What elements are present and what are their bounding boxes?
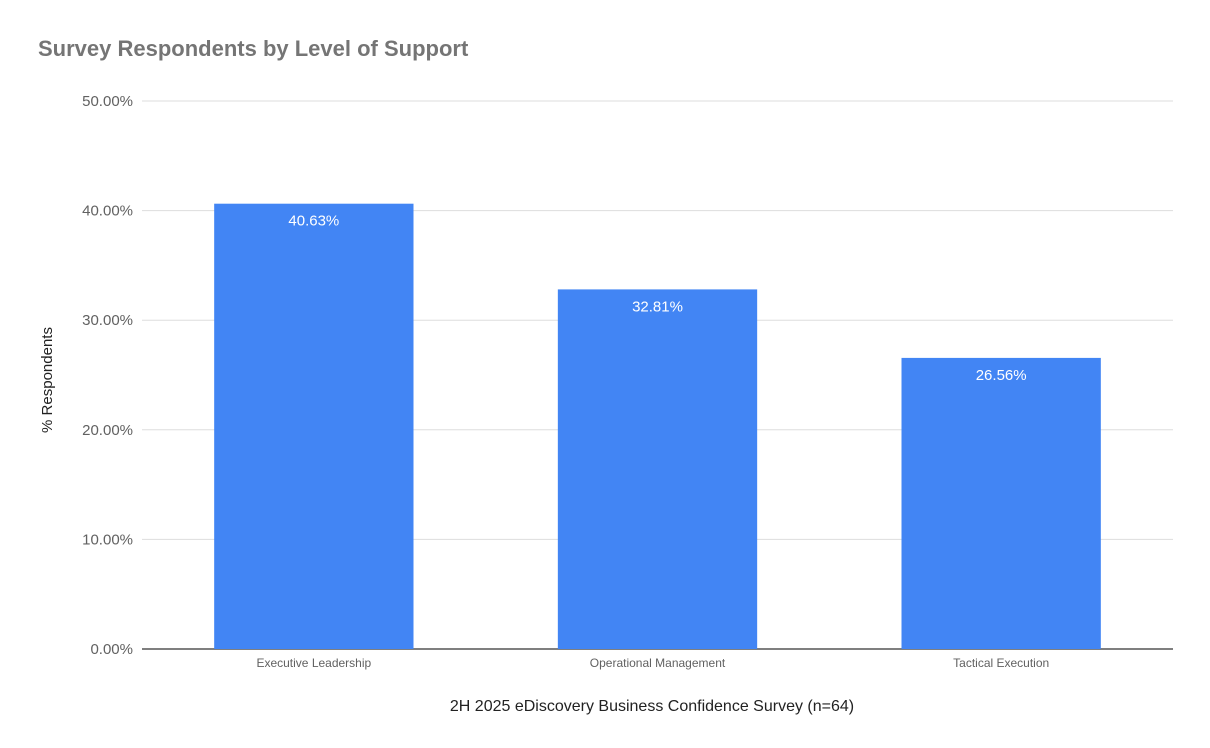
y-tick-label: 20.00% — [82, 422, 133, 439]
y-tick-label: 50.00% — [82, 93, 133, 110]
y-axis-ticks: 0.00% 10.00% 20.00% 30.00% 40.00% 50.00% — [82, 93, 133, 658]
bar — [557, 289, 758, 649]
bar — [214, 203, 414, 650]
bars: 40.63% 32.81% 26.56% — [214, 203, 1101, 650]
x-tick-label: Tactical Execution — [953, 656, 1049, 670]
x-tick-label: Executive Leadership — [256, 656, 371, 670]
y-tick-label: 0.00% — [90, 641, 133, 658]
bar-data-label: 32.81% — [632, 298, 683, 315]
x-tick-label: Operational Management — [590, 656, 726, 670]
y-tick-label: 40.00% — [82, 203, 133, 220]
y-tick-label: 30.00% — [82, 312, 133, 329]
bar-data-label: 40.63% — [288, 213, 339, 230]
y-tick-label: 10.00% — [82, 531, 133, 548]
bar-data-label: 26.56% — [976, 367, 1027, 384]
x-axis-title: 2H 2025 eDiscovery Business Confidence S… — [450, 698, 854, 715]
y-axis-title: % Respondents — [39, 327, 56, 433]
bar — [901, 357, 1101, 649]
x-axis-ticks: Executive Leadership Operational Manageme… — [256, 656, 1049, 670]
chart-title: Survey Respondents by Level of Support — [38, 36, 469, 61]
